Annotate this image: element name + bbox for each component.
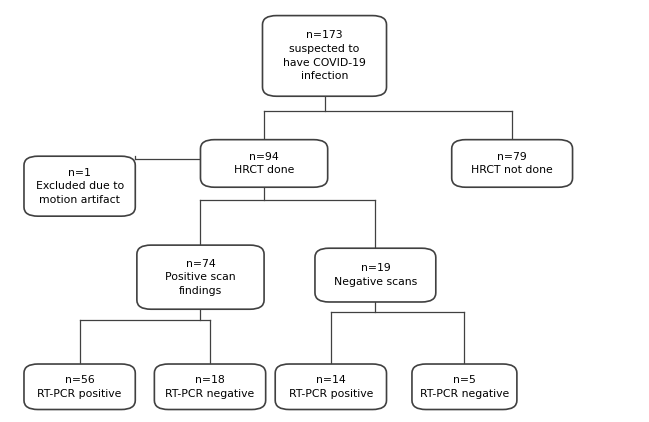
- Text: n=5: n=5: [453, 375, 476, 385]
- Text: n=94: n=94: [249, 151, 279, 162]
- Text: RT-PCR positive: RT-PCR positive: [289, 389, 373, 399]
- FancyBboxPatch shape: [24, 156, 135, 216]
- Text: RT-PCR negative: RT-PCR negative: [165, 389, 254, 399]
- Text: n=79: n=79: [497, 151, 527, 162]
- Text: n=56: n=56: [65, 375, 95, 385]
- Text: Excluded due to: Excluded due to: [36, 181, 124, 191]
- Text: n=14: n=14: [316, 375, 346, 385]
- FancyBboxPatch shape: [315, 248, 436, 302]
- FancyBboxPatch shape: [262, 16, 387, 96]
- FancyBboxPatch shape: [412, 364, 517, 409]
- Text: n=18: n=18: [195, 375, 225, 385]
- FancyBboxPatch shape: [137, 245, 264, 309]
- Text: infection: infection: [301, 71, 348, 81]
- FancyBboxPatch shape: [452, 140, 572, 187]
- Text: n=1: n=1: [68, 168, 91, 178]
- Text: HRCT not done: HRCT not done: [471, 165, 553, 175]
- Text: n=74: n=74: [186, 259, 215, 268]
- Text: have COVID-19: have COVID-19: [283, 58, 366, 68]
- Text: Negative scans: Negative scans: [334, 277, 417, 287]
- Text: HRCT done: HRCT done: [234, 165, 294, 175]
- Text: motion artifact: motion artifact: [39, 195, 120, 205]
- Text: findings: findings: [179, 286, 222, 296]
- Text: RT-PCR negative: RT-PCR negative: [420, 389, 509, 399]
- Text: n=19: n=19: [360, 263, 390, 273]
- FancyBboxPatch shape: [24, 364, 135, 409]
- Text: suspected to: suspected to: [289, 44, 360, 54]
- Text: n=173: n=173: [306, 30, 343, 41]
- FancyBboxPatch shape: [275, 364, 387, 409]
- Text: RT-PCR positive: RT-PCR positive: [38, 389, 122, 399]
- FancyBboxPatch shape: [154, 364, 265, 409]
- FancyBboxPatch shape: [201, 140, 328, 187]
- Text: Positive scan: Positive scan: [165, 272, 236, 282]
